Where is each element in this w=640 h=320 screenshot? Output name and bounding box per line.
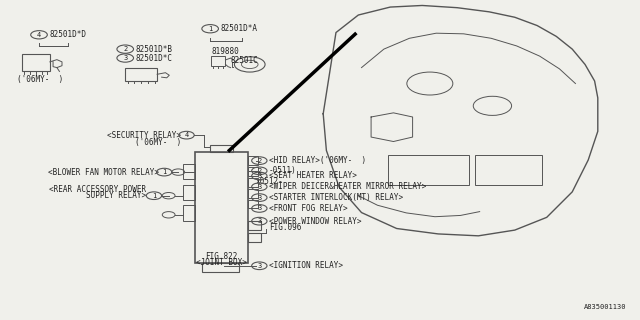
- Text: <SECURITY RELAY>: <SECURITY RELAY>: [108, 131, 181, 140]
- Text: <SEAT HEATER RELAY>: <SEAT HEATER RELAY>: [269, 172, 356, 180]
- Bar: [248, 233, 260, 242]
- Bar: [248, 156, 258, 165]
- Text: ('06MY-  ): ('06MY- ): [17, 75, 63, 84]
- Text: 3: 3: [123, 55, 127, 61]
- Text: ('06MY-  ): ('06MY- ): [135, 138, 181, 147]
- Text: <IGNITION RELAY>: <IGNITION RELAY>: [269, 261, 343, 270]
- Text: 82501D*D: 82501D*D: [49, 30, 86, 39]
- Text: 3: 3: [257, 184, 262, 190]
- Text: <BLOWER FAN MOTOR RELAY>: <BLOWER FAN MOTOR RELAY>: [48, 168, 159, 177]
- Text: <WIPER DEICER&HEATER MIRROR RELAY>: <WIPER DEICER&HEATER MIRROR RELAY>: [269, 182, 426, 191]
- Text: 3: 3: [257, 263, 262, 269]
- Bar: [182, 185, 195, 200]
- Text: 3: 3: [257, 195, 262, 201]
- Text: 3: 3: [257, 218, 262, 224]
- Text: <STARTER INTERLOCK(MT) RELAY>: <STARTER INTERLOCK(MT) RELAY>: [269, 193, 403, 202]
- Text: <HID RELAY>('06MY-  ): <HID RELAY>('06MY- ): [269, 156, 366, 165]
- Text: SUPPLY RELAY>: SUPPLY RELAY>: [86, 191, 147, 200]
- Text: <FRONT FOG RELAY>: <FRONT FOG RELAY>: [269, 204, 348, 213]
- Text: <REAR ACCESSORY POWER: <REAR ACCESSORY POWER: [49, 185, 147, 194]
- Bar: [182, 205, 195, 220]
- Bar: [22, 53, 50, 71]
- Text: 1: 1: [152, 193, 156, 199]
- Bar: [248, 167, 258, 176]
- Bar: [125, 68, 157, 81]
- Bar: [388, 155, 469, 186]
- Text: 82501C: 82501C: [230, 56, 259, 65]
- Text: 2: 2: [257, 158, 262, 164]
- Bar: [211, 56, 225, 66]
- Bar: [195, 152, 248, 263]
- Text: FIG.822: FIG.822: [205, 252, 238, 261]
- Bar: [202, 263, 239, 271]
- Bar: [474, 155, 541, 186]
- Text: 2: 2: [123, 46, 127, 52]
- Text: <JOINT BOX>: <JOINT BOX>: [196, 258, 247, 267]
- Text: 4: 4: [184, 132, 189, 138]
- Text: 2: 2: [257, 168, 262, 174]
- Bar: [182, 164, 195, 179]
- Text: -0511): -0511): [269, 166, 297, 175]
- Bar: [209, 145, 232, 152]
- Text: 3: 3: [257, 205, 262, 212]
- Text: 1: 1: [208, 26, 212, 32]
- Text: x0512-: x0512-: [256, 177, 284, 186]
- Text: 3: 3: [257, 173, 262, 179]
- Text: 82501D*B: 82501D*B: [136, 44, 172, 54]
- Text: <POWER WINDOW RELAY>: <POWER WINDOW RELAY>: [269, 217, 362, 226]
- Bar: [248, 199, 258, 208]
- Text: 82501D*A: 82501D*A: [220, 24, 257, 33]
- Text: A835001130: A835001130: [584, 304, 627, 310]
- Text: 1: 1: [162, 169, 166, 175]
- Text: FIG.096: FIG.096: [269, 223, 301, 232]
- Bar: [248, 178, 258, 187]
- Text: 82501D*C: 82501D*C: [136, 53, 172, 62]
- Text: 819880: 819880: [211, 47, 239, 56]
- Bar: [248, 189, 258, 197]
- Bar: [248, 220, 260, 230]
- Text: 4: 4: [37, 32, 41, 38]
